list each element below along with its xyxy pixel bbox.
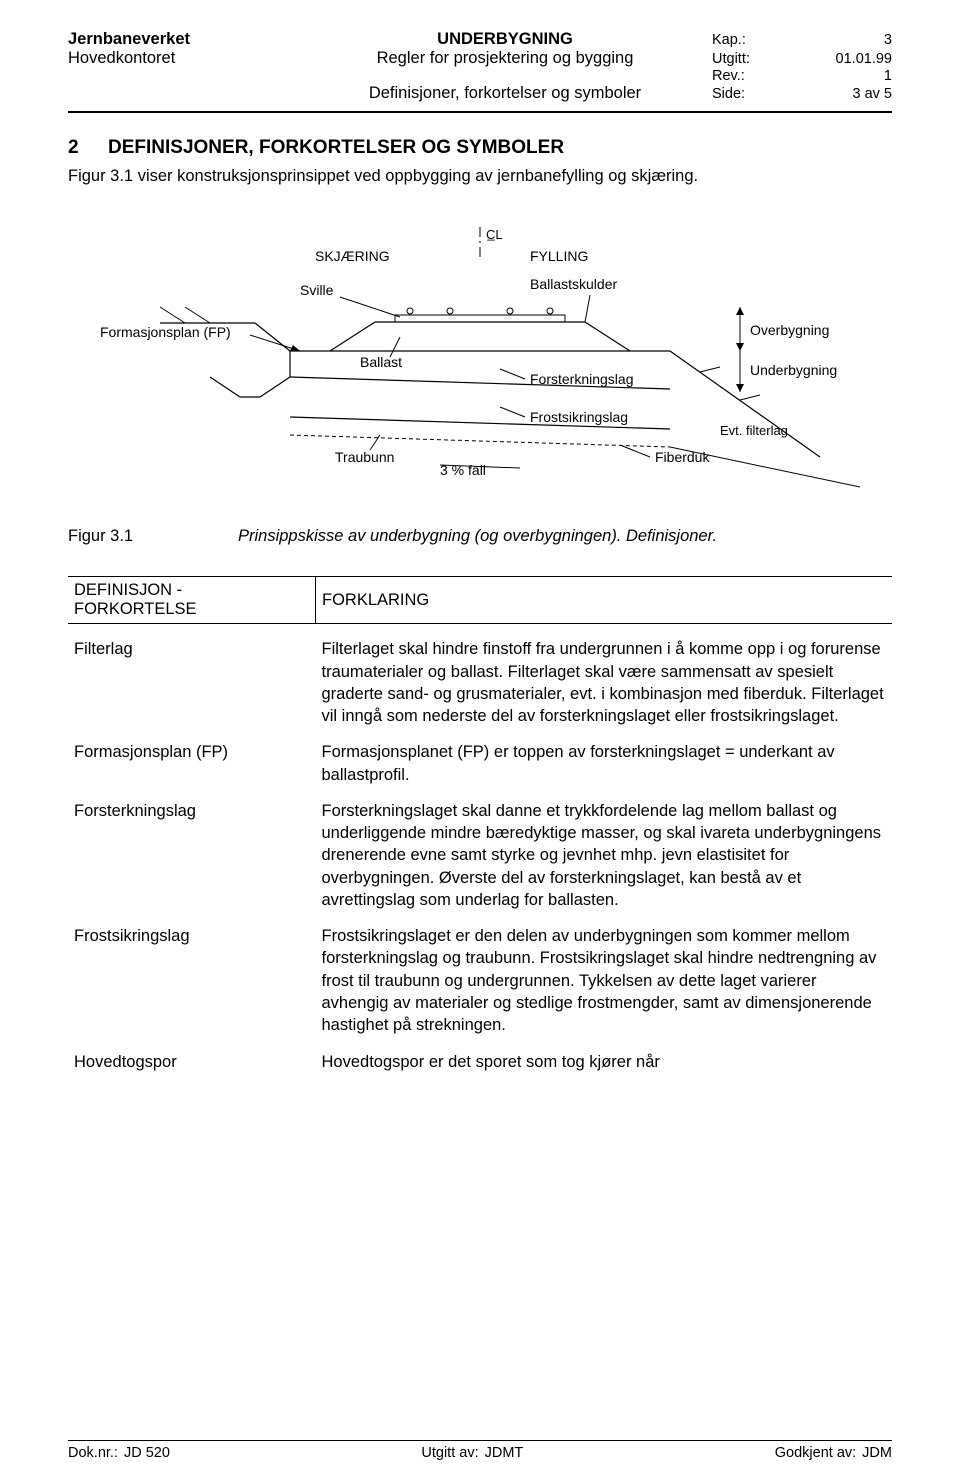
doknr-label: Dok.nr.: bbox=[68, 1445, 118, 1461]
page: Jernbaneverket UNDERBYGNING Kap.: 3 Hove… bbox=[0, 0, 960, 1481]
diagram-label-ballast: Ballast bbox=[360, 354, 402, 370]
figure-caption: Prinsippskisse av underbygning (og overb… bbox=[238, 527, 892, 546]
diagram-label-fall: 3 % fall bbox=[440, 462, 486, 478]
rev-label: Rev.: bbox=[712, 68, 767, 84]
rev-value: 1 bbox=[767, 68, 892, 84]
def-term: Forsterkningslag bbox=[68, 786, 316, 911]
section-number: 2 bbox=[68, 137, 108, 159]
definitions-table: DEFINISJON - FORKORTELSE FORKLARING Filt… bbox=[68, 576, 892, 1073]
def-term: Frostsikringslag bbox=[68, 911, 316, 1036]
figure-ref: Figur 3.1 bbox=[68, 527, 238, 546]
table-row: Filterlag Filterlaget skal hindre finsto… bbox=[68, 624, 892, 728]
section-title: DEFINISJONER, FORKORTELSER OG SYMBOLER bbox=[108, 137, 564, 159]
table-row: Formasjonsplan (FP) Formasjonsplanet (FP… bbox=[68, 727, 892, 786]
utgitt-label: Utgitt: bbox=[712, 51, 767, 67]
page-footer: Dok.nr.: JD 520 Utgitt av: JDMT Godkjent… bbox=[68, 1440, 892, 1461]
diagram-label-filterlag: Evt. filterlag bbox=[720, 423, 788, 438]
kap-label: Kap.: bbox=[712, 32, 767, 48]
footer-utgitt-label: Utgitt av: bbox=[421, 1445, 478, 1461]
def-term: Formasjonsplan (FP) bbox=[68, 727, 316, 786]
table-row: Hovedtogspor Hovedtogspor er det sporet … bbox=[68, 1037, 892, 1073]
diagram-label-sville: Sville bbox=[300, 282, 334, 298]
section-intro: Figur 3.1 viser konstruksjonsprinsippet … bbox=[68, 165, 892, 187]
utgitt-value: 01.01.99 bbox=[767, 51, 892, 67]
def-text: Filterlaget skal hindre finstoff fra und… bbox=[316, 624, 893, 728]
def-term: Filterlag bbox=[68, 624, 316, 728]
side-value: 3 av 5 bbox=[767, 86, 892, 102]
diagram-label-underbygning: Underbygning bbox=[750, 362, 837, 378]
figure-caption-row: Figur 3.1 Prinsippskisse av underbygning… bbox=[68, 527, 892, 546]
def-head-left: DEFINISJON - FORKORTELSE bbox=[68, 577, 316, 624]
header-org: Jernbaneverket bbox=[68, 30, 298, 49]
def-head-right: FORKLARING bbox=[316, 577, 893, 624]
section-heading: 2 DEFINISJONER, FORKORTELSER OG SYMBOLER bbox=[68, 137, 892, 159]
side-label: Side: bbox=[712, 86, 767, 102]
header-rule bbox=[68, 111, 892, 113]
diagram-label-ballastskulder: Ballastskulder bbox=[530, 276, 617, 292]
def-text: Formasjonsplanet (FP) er toppen av forst… bbox=[316, 727, 893, 786]
header-title-main: UNDERBYGNING bbox=[298, 30, 712, 49]
table-row: Forsterkningslag Forsterkningslaget skal… bbox=[68, 786, 892, 911]
diagram-label-skjaering: SKJÆRING bbox=[315, 248, 390, 264]
diagram-label-fiberduk: Fiberduk bbox=[655, 449, 710, 465]
kap-value: 3 bbox=[767, 32, 892, 48]
diagram-label-forsterkningslag: Forsterkningslag bbox=[530, 371, 634, 387]
doknr-value: JD 520 bbox=[124, 1445, 170, 1461]
def-text: Frostsikringslaget er den delen av under… bbox=[316, 911, 893, 1036]
godkjent-value: JDM bbox=[862, 1445, 892, 1461]
diagram-label-traubunn: Traubunn bbox=[335, 449, 394, 465]
diagram-label-formasjonsplan: Formasjonsplan (FP) bbox=[100, 324, 231, 340]
diagram-label-fylling: FYLLING bbox=[530, 248, 588, 264]
table-row: Frostsikringslag Frostsikringslaget er d… bbox=[68, 911, 892, 1036]
godkjent-label: Godkjent av: bbox=[775, 1445, 856, 1461]
principle-diagram: C̲L SKJÆRING FYLLING Sville Ballastskuld… bbox=[100, 217, 860, 507]
diagram-label-cl: C̲L bbox=[486, 227, 503, 242]
page-header: Jernbaneverket UNDERBYGNING Kap.: 3 Hove… bbox=[68, 30, 892, 103]
header-title-sub2: Definisjoner, forkortelser og symboler bbox=[298, 84, 712, 103]
def-text: Forsterkningslaget skal danne et trykkfo… bbox=[316, 786, 893, 911]
footer-utgitt-value: JDMT bbox=[485, 1445, 524, 1461]
diagram-label-overbygning: Overbygning bbox=[750, 322, 829, 338]
header-dept: Hovedkontoret bbox=[68, 49, 298, 68]
diagram-label-frostsikringslag: Frostsikringslag bbox=[530, 409, 628, 425]
header-title-sub: Regler for prosjektering og bygging bbox=[298, 49, 712, 68]
def-text: Hovedtogspor er det sporet som tog kjøre… bbox=[316, 1037, 893, 1073]
def-term: Hovedtogspor bbox=[68, 1037, 316, 1073]
